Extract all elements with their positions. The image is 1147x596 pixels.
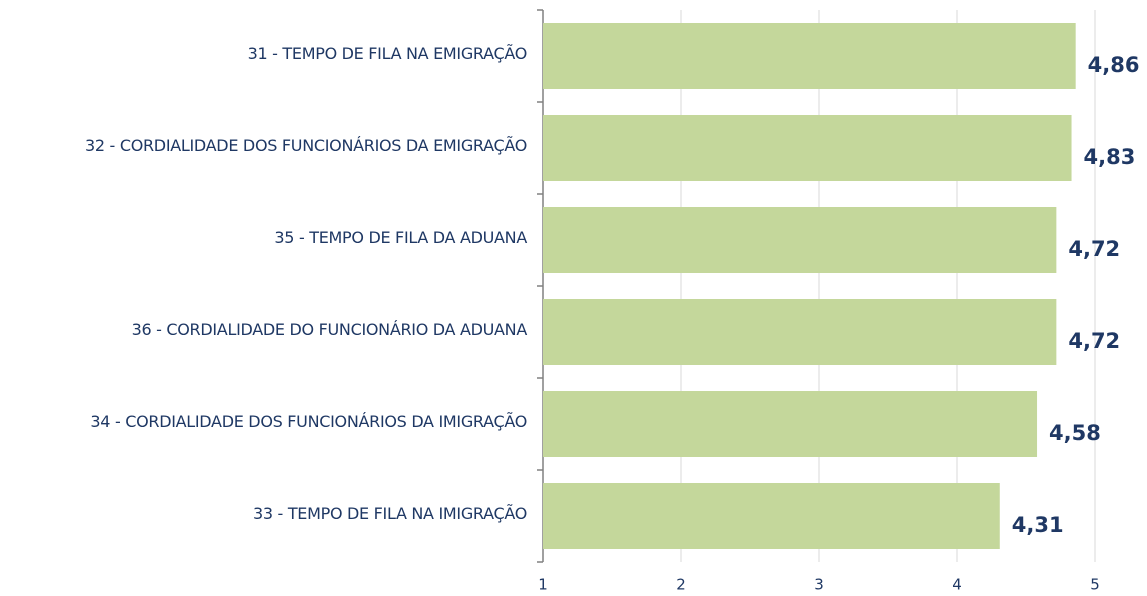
category-label: 36 - CORDIALIDADE DO FUNCIONÁRIO DA ADUA… — [131, 320, 528, 339]
value-label: 4,31 — [1012, 513, 1064, 537]
bar — [543, 115, 1072, 181]
x-tick-label: 5 — [1090, 576, 1100, 594]
value-label: 4,58 — [1049, 421, 1101, 445]
x-tick-label: 2 — [676, 576, 686, 594]
category-label: 35 - TEMPO DE FILA DA ADUANA — [274, 228, 527, 247]
category-label: 32 - CORDIALIDADE DOS FUNCIONÁRIOS DA EM… — [85, 136, 527, 155]
category-label: 31 - TEMPO DE FILA NA EMIGRAÇÃO — [247, 44, 528, 63]
x-tick-label: 3 — [814, 576, 824, 594]
category-label: 33 - TEMPO DE FILA NA IMIGRAÇÃO — [253, 504, 527, 523]
bar — [543, 391, 1038, 457]
value-label: 4,72 — [1068, 237, 1120, 261]
bar — [543, 23, 1076, 89]
value-label: 4,72 — [1068, 329, 1120, 353]
x-tick-label: 1 — [538, 576, 548, 594]
x-tick-label: 4 — [952, 576, 962, 594]
value-label: 4,83 — [1084, 145, 1136, 169]
value-label: 4,86 — [1088, 53, 1140, 77]
category-label: 34 - CORDIALIDADE DOS FUNCIONÁRIOS DA IM… — [90, 412, 527, 431]
bar — [543, 299, 1057, 365]
bar — [543, 207, 1057, 273]
bar — [543, 483, 1000, 549]
